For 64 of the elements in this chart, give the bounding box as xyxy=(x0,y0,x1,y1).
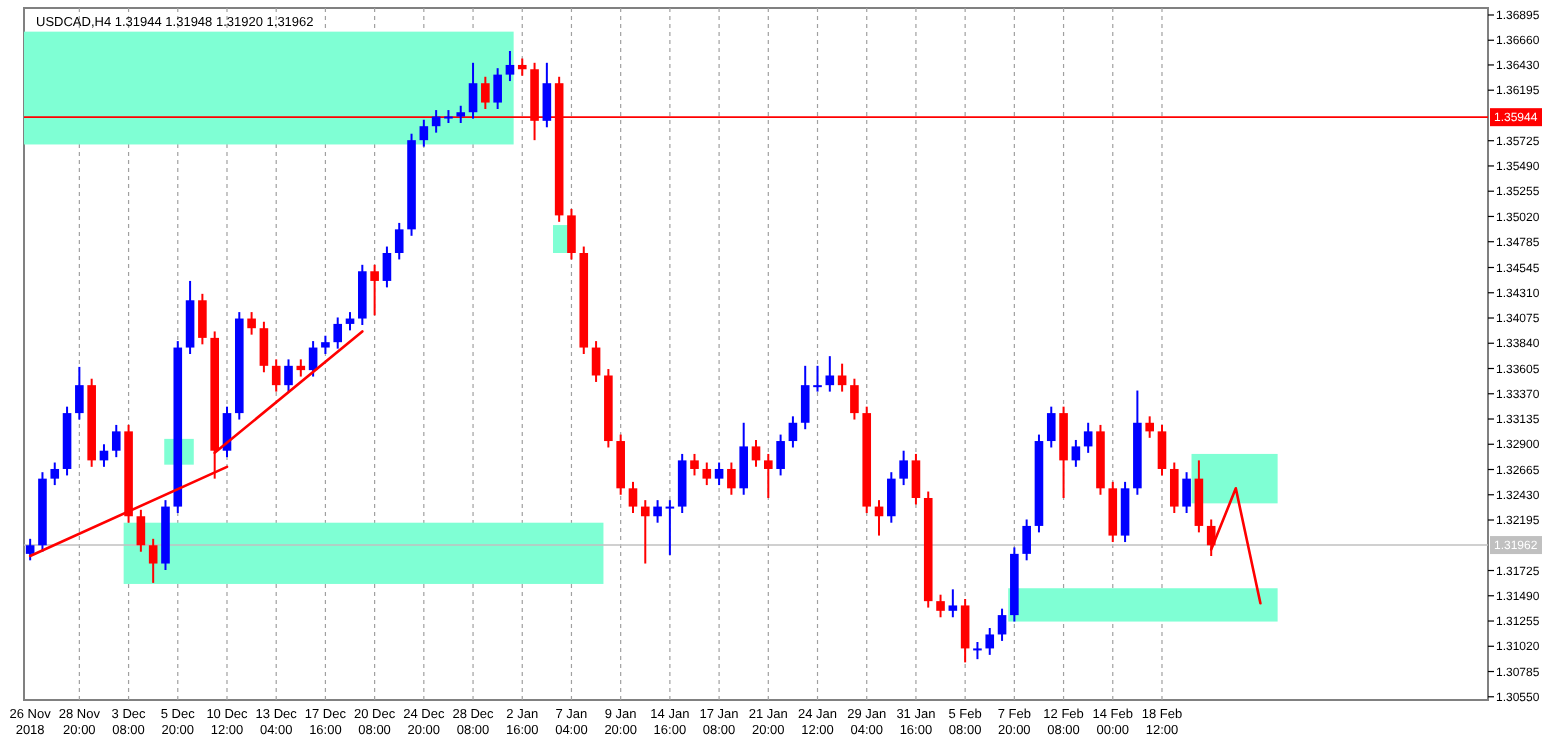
candlestick xyxy=(960,597,970,664)
candlestick xyxy=(1071,438,1081,468)
candlestick xyxy=(247,311,256,336)
candlestick xyxy=(911,452,921,506)
candlestick xyxy=(887,471,896,524)
candlestick xyxy=(111,423,121,459)
candlestick xyxy=(271,358,281,393)
candlestick xyxy=(493,67,502,111)
candlestick xyxy=(1182,471,1191,515)
candlestick xyxy=(702,461,712,487)
candlestick xyxy=(50,461,60,487)
candlestick xyxy=(185,279,195,355)
candlestick xyxy=(1145,415,1154,439)
candlestick xyxy=(259,320,269,374)
candlestick xyxy=(370,263,379,317)
candlestick xyxy=(640,499,650,565)
candlestick xyxy=(25,537,35,562)
candlestick xyxy=(284,358,293,393)
candlestick xyxy=(714,461,724,487)
candlestick xyxy=(505,49,515,83)
candlestick xyxy=(690,452,699,477)
candlestick xyxy=(419,118,429,148)
candlestick xyxy=(1022,518,1031,562)
candlestick xyxy=(75,365,84,421)
candlestick xyxy=(567,207,576,261)
candlestick xyxy=(764,452,773,499)
candlestick xyxy=(628,480,638,515)
candlestick xyxy=(333,316,343,350)
candlestick xyxy=(1059,405,1068,499)
candlestick xyxy=(751,438,761,468)
candlestick xyxy=(850,377,859,421)
candlestick xyxy=(148,537,158,584)
candlestick xyxy=(677,452,687,515)
candlestick xyxy=(899,449,908,487)
candlestick xyxy=(591,340,601,383)
candlestick xyxy=(1157,423,1167,477)
candlestick xyxy=(997,607,1007,642)
candlestick xyxy=(1108,480,1118,544)
candlestick xyxy=(542,61,552,129)
candlestick xyxy=(1120,480,1130,544)
candlestick xyxy=(727,461,736,496)
candlestick xyxy=(948,588,958,619)
candlestick xyxy=(1169,461,1179,515)
candlestick xyxy=(776,433,785,477)
candlestick xyxy=(739,421,748,496)
candlestick xyxy=(468,61,478,120)
candlestick xyxy=(837,362,847,393)
candlestick xyxy=(985,627,995,656)
candlestick xyxy=(481,75,490,111)
candlestick xyxy=(198,292,207,346)
candlestick xyxy=(825,355,835,393)
candlestick xyxy=(616,433,625,496)
candlestick xyxy=(382,245,392,289)
candlestick xyxy=(1083,421,1093,454)
candlestick xyxy=(1046,405,1056,449)
candlestick xyxy=(136,508,146,553)
candlestick xyxy=(394,221,404,261)
candlestick xyxy=(653,499,662,524)
candlestick xyxy=(321,334,330,355)
candlestick xyxy=(358,263,367,326)
candlestick xyxy=(665,499,675,556)
candlestick xyxy=(788,415,798,449)
candlestick xyxy=(1194,459,1204,534)
candlestick xyxy=(936,593,945,619)
